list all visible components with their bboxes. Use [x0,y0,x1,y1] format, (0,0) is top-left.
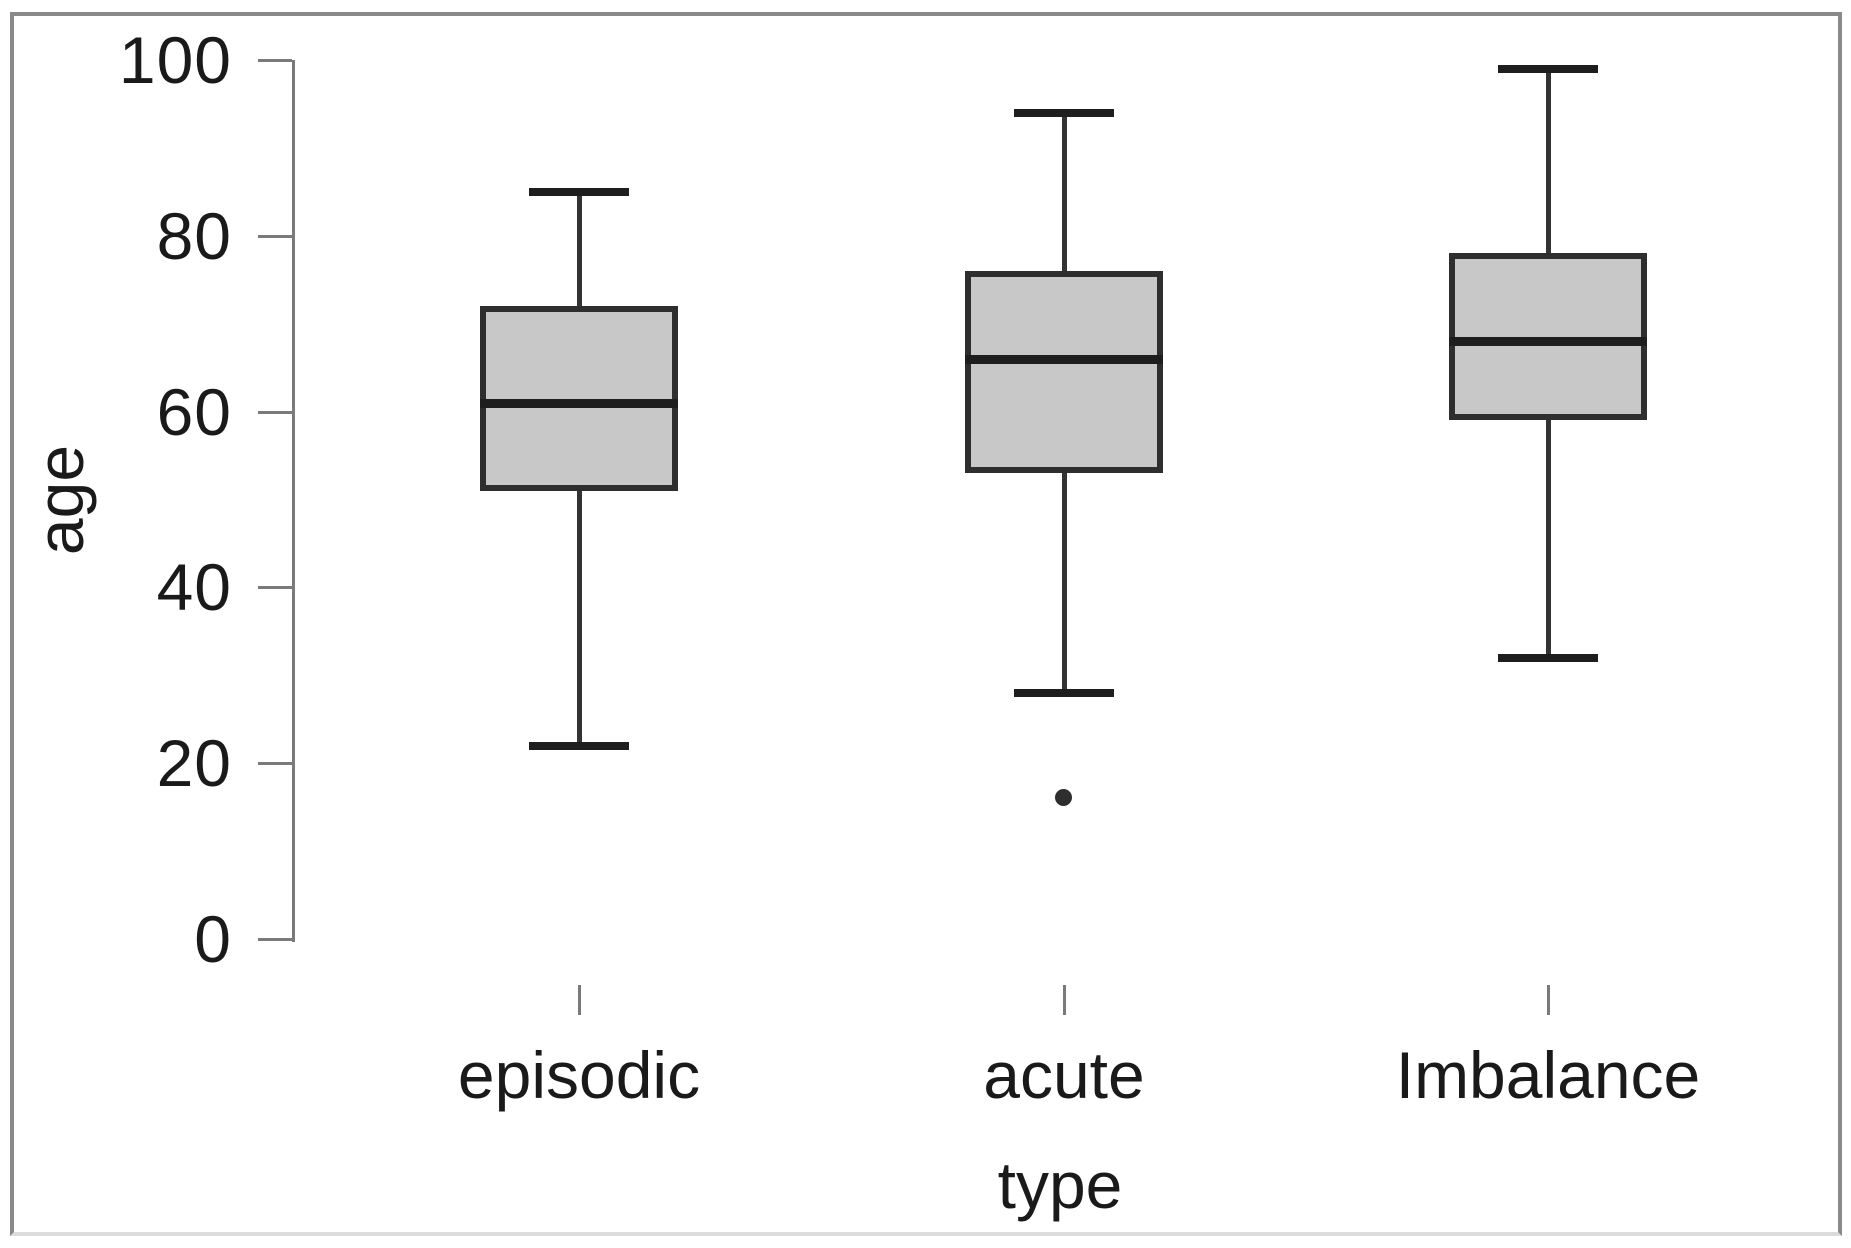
y-tick-mark [258,586,292,590]
upper-whisker-line [577,191,582,307]
x-tick-mark [1063,985,1066,1015]
lower-whisker-line [1062,473,1067,693]
x-category-label: acute [983,1038,1145,1112]
median-line [480,398,678,408]
y-tick-label: 20 [156,726,232,801]
median-line [965,354,1163,364]
upper-whisker-line [1546,68,1551,254]
lower-whisker-cap [1014,688,1114,697]
outlier-point [1055,789,1072,807]
y-tick-label: 100 [118,23,232,97]
y-tick-label: 40 [156,550,232,625]
lower-whisker-line [577,490,582,746]
lower-whisker-cap [1498,653,1598,662]
y-axis-line [292,60,295,942]
y-tick-mark [258,938,292,941]
lower-whisker-cap [529,741,629,750]
x-tick-mark [1547,985,1550,1015]
upper-whisker-cap [1498,64,1598,73]
median-line [1449,337,1647,347]
box-rect [1449,253,1647,421]
y-tick-mark [258,410,292,414]
box-rect [965,270,1163,474]
y-tick-mark [258,762,292,766]
y-tick-mark [258,59,292,62]
x-axis-title: type [997,1148,1123,1222]
lower-whisker-line [1546,420,1551,658]
upper-whisker-cap [529,187,629,196]
y-tick-mark [258,234,292,238]
x-category-label: episodic [457,1038,701,1112]
y-tick-label: 0 [194,902,232,976]
x-category-label: Imbalance [1395,1038,1701,1112]
y-tick-label: 80 [156,198,232,273]
x-tick-mark [578,985,581,1015]
upper-whisker-cap [1014,108,1114,117]
upper-whisker-line [1062,112,1067,271]
y-tick-label: 60 [156,374,232,449]
box-rect [480,306,678,491]
